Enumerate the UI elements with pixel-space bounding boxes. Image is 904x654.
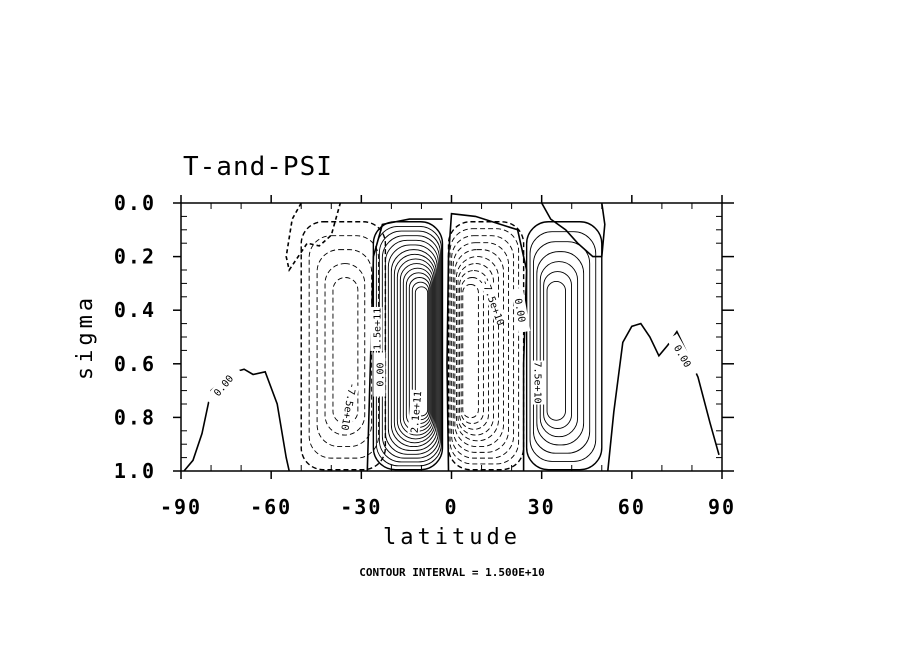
contour-line [457, 263, 494, 436]
contour-line [396, 258, 435, 440]
contour-line [414, 286, 429, 417]
contour-line [393, 253, 436, 444]
x-tick-label: 0 [444, 495, 458, 519]
contour-line [449, 228, 520, 465]
y-axis-label: sigma [73, 294, 98, 380]
y-tick-labels: 0.0 0.2 0.4 0.6 0.8 1.0 [114, 191, 156, 483]
x-tick-label: -60 [250, 495, 292, 519]
contour-line [525, 221, 603, 471]
contour-line [539, 261, 579, 438]
x-tick-label: 60 [618, 495, 646, 519]
contour-cell [447, 221, 525, 471]
contour-label-bg [666, 333, 700, 378]
contour-line [454, 249, 504, 448]
contour-line [532, 241, 591, 454]
zero-contour-north [607, 322, 720, 472]
contour-line [324, 263, 366, 436]
zero-contours [183, 202, 720, 472]
contour-line [546, 281, 566, 421]
y-tick-label: 0.2 [114, 245, 156, 269]
x-tick-label: 30 [528, 495, 556, 519]
contour-cell [525, 221, 603, 471]
contour-label-bg [480, 279, 507, 325]
contour-line [390, 249, 437, 448]
zero-contour-top-south [285, 202, 342, 272]
axis-ticks [173, 195, 734, 479]
contour-lines [300, 221, 603, 471]
contour-line [399, 263, 434, 436]
y-tick-label: 0.4 [114, 298, 156, 322]
contour-line [459, 270, 489, 430]
contour-line [387, 244, 438, 451]
contour-label: -7.5e+10 [479, 278, 506, 327]
zero-contour-south-cell [366, 218, 443, 472]
contour-label-bg [204, 364, 242, 406]
y-tick-label: 1.0 [114, 459, 156, 483]
y-tick-label: 0.6 [114, 352, 156, 376]
contour-label: 1.5e+11 [372, 308, 383, 350]
contour-line [529, 231, 597, 462]
contour-line [455, 256, 499, 442]
contour-label-bg [373, 352, 386, 397]
contour-label: 7.5e+10 [532, 361, 543, 403]
contour-line [462, 284, 479, 419]
contour-label-bg [339, 383, 360, 430]
zero-contour-south [183, 368, 290, 472]
contour-label-bg [370, 306, 383, 351]
chart-title: T-and-PSI [183, 152, 333, 182]
y-tick-label: 0.8 [114, 405, 156, 429]
contour-line [460, 277, 484, 425]
contour-label-bg [510, 287, 531, 333]
contour-label: 2.1e+11 [410, 391, 425, 434]
contour-line [536, 251, 585, 446]
x-axis-label: latitude [383, 525, 521, 550]
contour-line [452, 242, 510, 453]
contour-interval-note: CONTOUR INTERVAL = 1.500E+10 [359, 566, 544, 579]
contour-label: 0.00 [512, 298, 527, 324]
contour-line [451, 235, 515, 459]
zero-contour-equator [446, 212, 528, 472]
x-tick-labels: -90 -60 -30 0 30 60 90 [160, 495, 736, 519]
contour-label: 0.00 [375, 362, 386, 386]
contour-label-bg [407, 389, 424, 435]
contour-line [543, 271, 573, 429]
contour-line [384, 239, 439, 455]
contour-label-bg [532, 360, 545, 405]
x-tick-label: -30 [340, 495, 382, 519]
zero-contour-top-north [541, 202, 606, 258]
x-tick-label: -90 [160, 495, 202, 519]
y-tick-label: 0.0 [114, 191, 156, 215]
x-tick-label: 90 [708, 495, 736, 519]
